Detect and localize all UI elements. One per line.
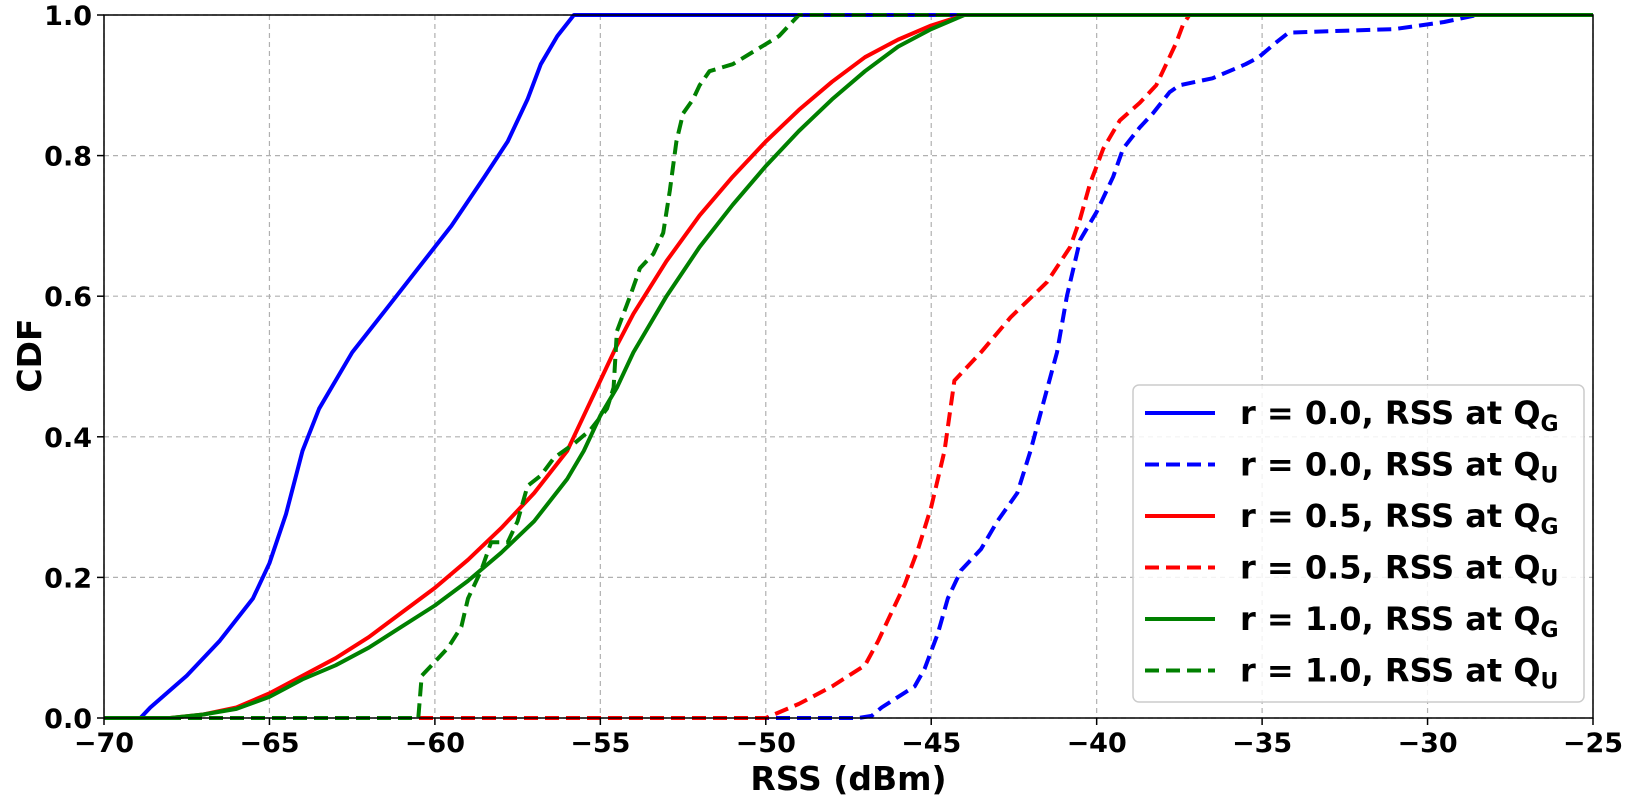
legend: r = 0.0, RSS at QGr = 0.0, RSS at QUr = … [1132, 384, 1585, 703]
x-tick-label: −30 [1397, 728, 1457, 759]
axis-ticks: −70 −65 −60 −55 −50 −45 −40 −35 −30 −25 0.0 0.2 0.4 0… [44, 1, 1623, 759]
y-tick-label: 1.0 [44, 1, 92, 32]
legend-label-main: r = 0.0, RSS at Q [1240, 394, 1541, 432]
y-tick-label: 0.6 [44, 282, 92, 313]
series-line-6 [104, 13, 1593, 720]
x-tick-label: −65 [239, 728, 299, 759]
legend-label-main: r = 0.5, RSS at Q [1240, 497, 1541, 535]
legend-box [1132, 384, 1585, 703]
legend-label-main: r = 0.5, RSS at Q [1240, 549, 1541, 587]
legend-label: r = 0.0, RSS at QG [1240, 394, 1559, 437]
series-lines [104, 13, 1593, 720]
y-tick-label: 0.8 [44, 142, 92, 173]
x-tick-label: −40 [1067, 728, 1127, 759]
legend-label-subscript: U [1541, 567, 1559, 592]
legend-label-main: r = 1.0, RSS at Q [1240, 652, 1541, 690]
x-axis-title: RSS (dBm) [750, 759, 946, 798]
x-tick-label: −45 [901, 728, 961, 759]
plot-frame [103, 14, 1594, 719]
series-line-4 [104, 13, 1593, 720]
y-tick-label: 0.2 [44, 563, 92, 594]
legend-label: r = 0.5, RSS at QU [1240, 549, 1558, 592]
legend-label-main: r = 1.0, RSS at Q [1240, 600, 1541, 638]
legend-label: r = 1.0, RSS at QG [1240, 600, 1559, 643]
y-axis-title: CDF [10, 318, 49, 392]
y-tick-label: 0.4 [44, 423, 92, 454]
series-line-1 [104, 13, 1593, 720]
legend-label-subscript: G [1541, 412, 1559, 437]
legend-label: r = 0.5, RSS at QG [1240, 497, 1559, 540]
legend-label: r = 0.0, RSS at QU [1240, 446, 1558, 489]
x-tick-label: −60 [405, 728, 465, 759]
x-tick-label: −35 [1232, 728, 1292, 759]
series-line-5 [104, 13, 1593, 720]
legend-label-subscript: U [1541, 464, 1559, 489]
x-tick-label: −55 [570, 728, 630, 759]
legend-label-main: r = 0.0, RSS at Q [1240, 446, 1541, 484]
y-tick-label: 0.0 [44, 704, 92, 735]
x-tick-label: −70 [74, 728, 134, 759]
series-line-2 [104, 13, 1593, 720]
series-line-3 [104, 13, 1593, 720]
legend-label-subscript: U [1541, 670, 1559, 695]
x-tick-label: −25 [1563, 728, 1623, 759]
legend-label-subscript: G [1541, 515, 1559, 540]
x-tick-label: −50 [736, 728, 796, 759]
legend-label-subscript: G [1541, 618, 1559, 643]
legend-label: r = 1.0, RSS at QU [1240, 652, 1558, 695]
